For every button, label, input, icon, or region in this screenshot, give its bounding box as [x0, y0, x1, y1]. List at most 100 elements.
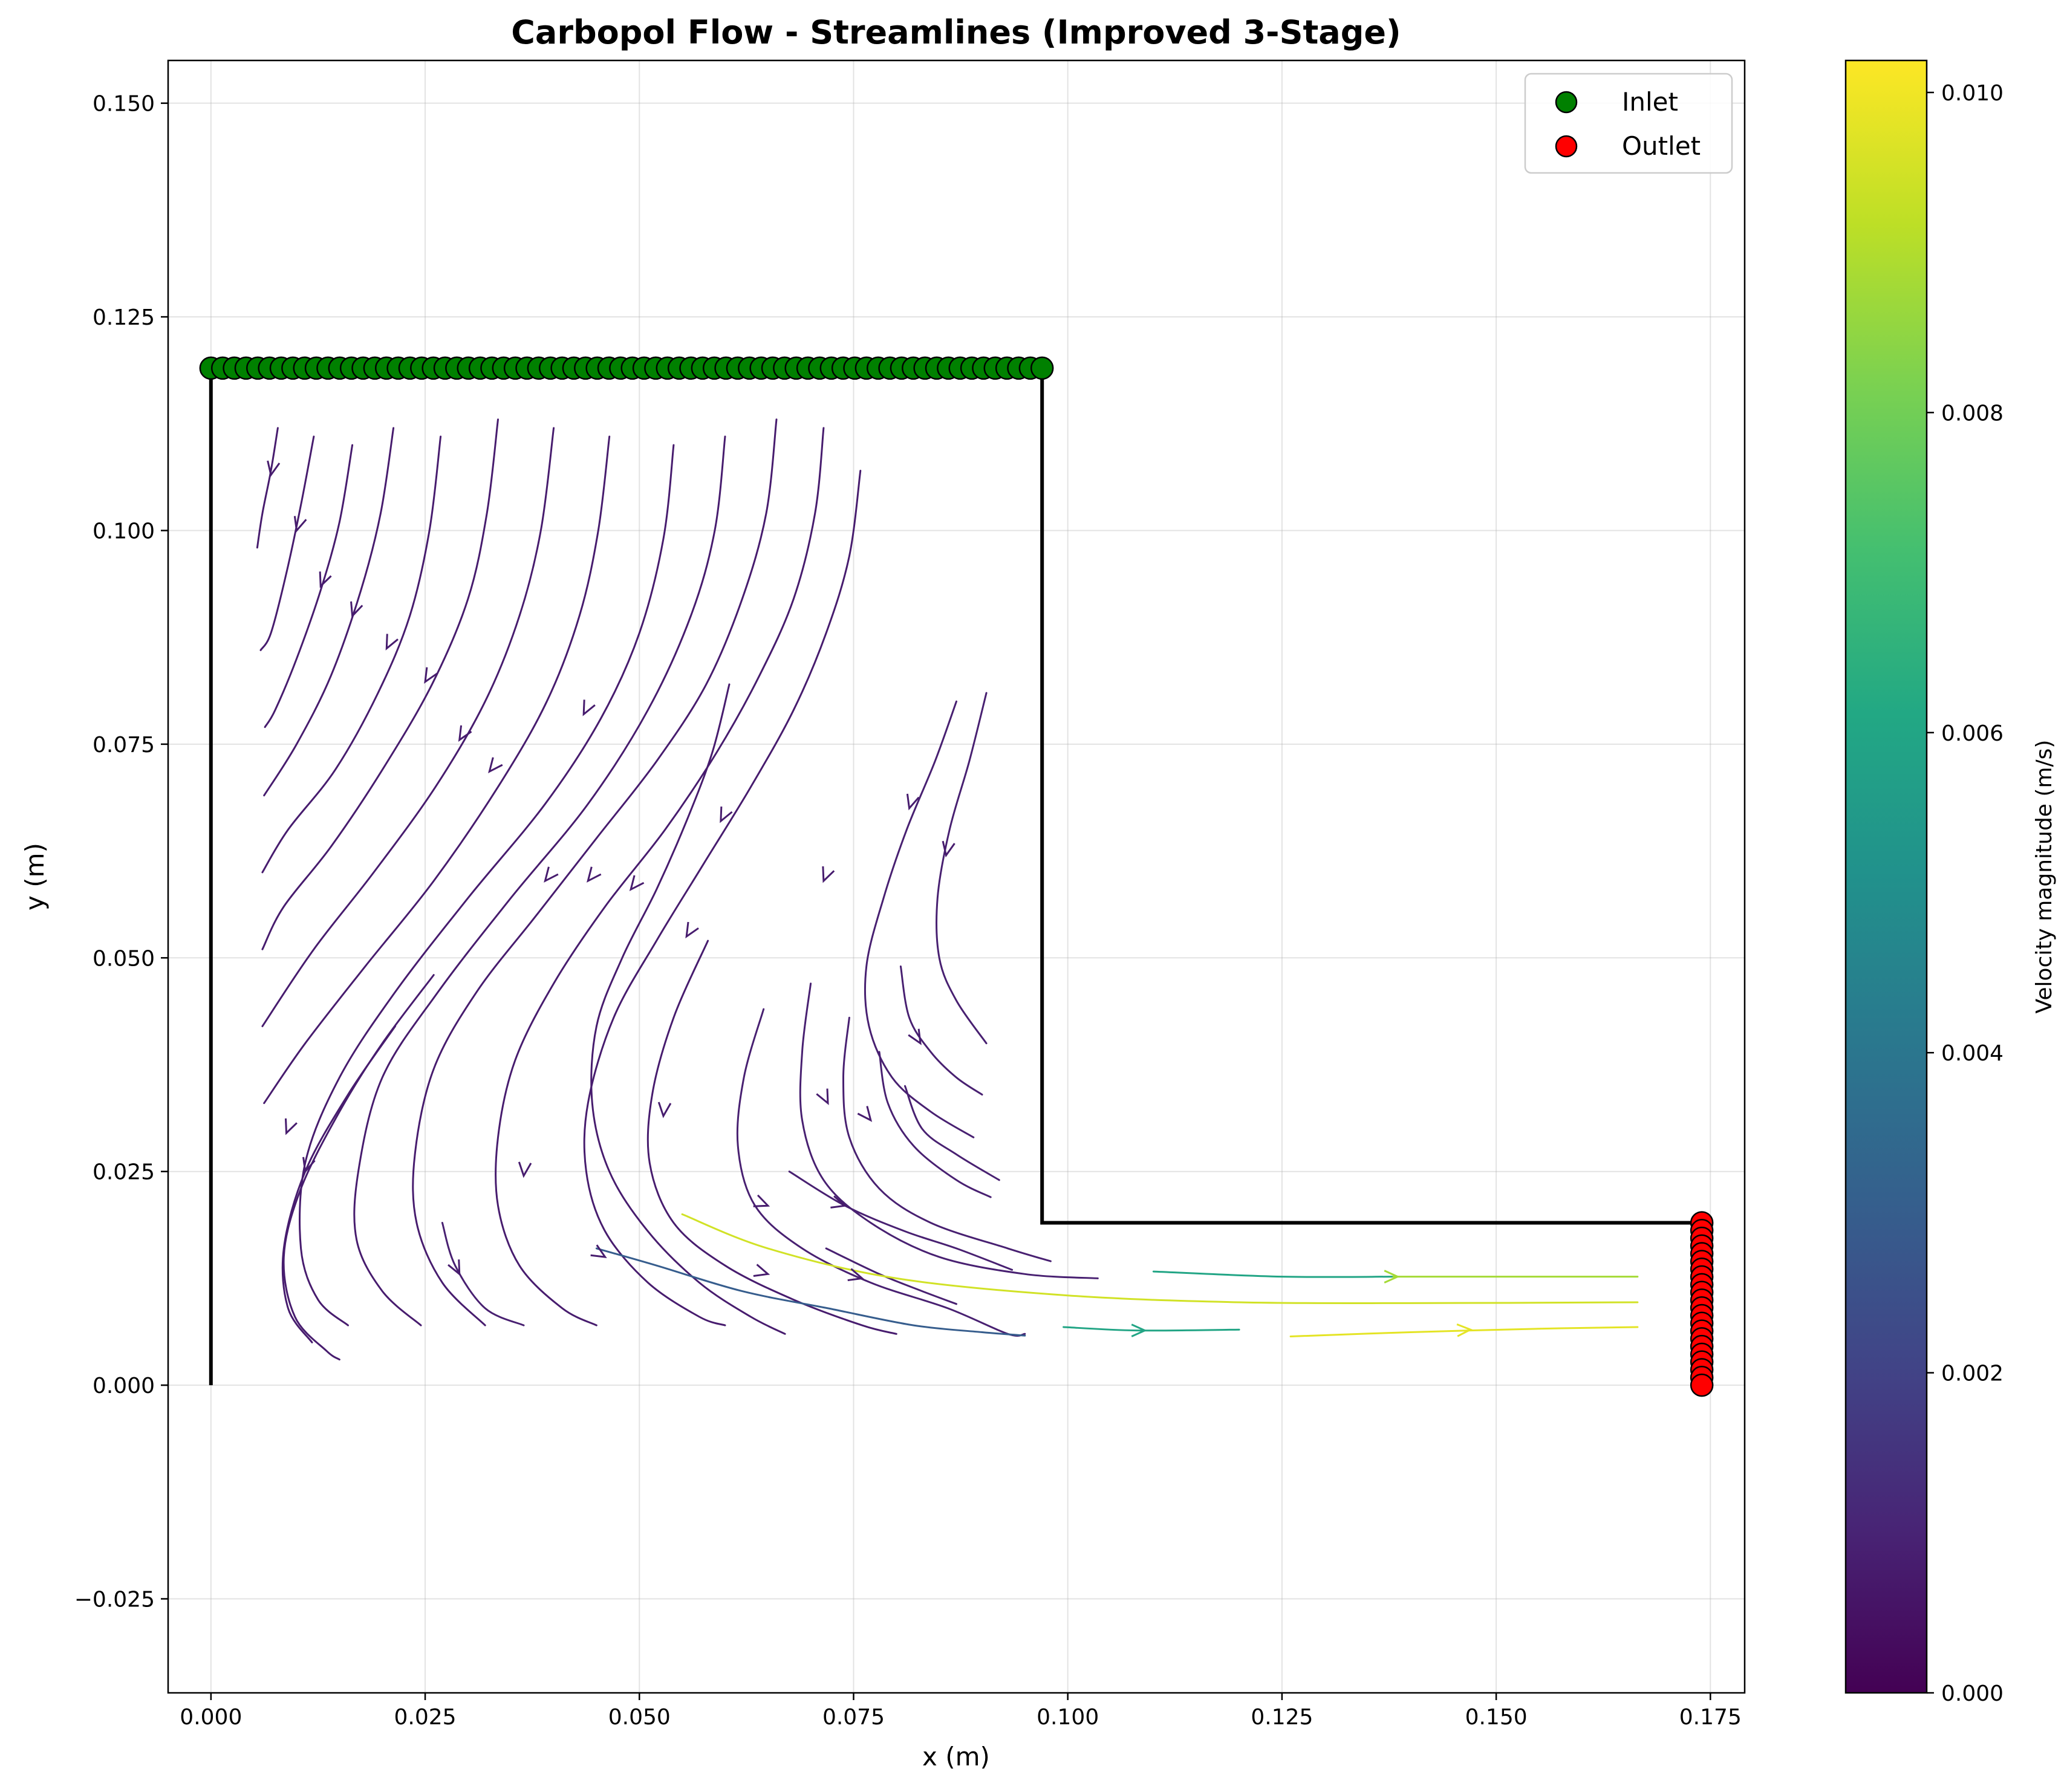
y-axis-label: y (m) — [20, 843, 50, 911]
streamline-arrow — [908, 1028, 922, 1045]
colorbar-tick-label: 0.006 — [1941, 721, 2004, 746]
streamline — [259, 435, 315, 651]
streamline-arrow — [657, 1102, 672, 1118]
streamline-arrow — [448, 1259, 461, 1276]
x-tick-label: 0.000 — [180, 1705, 242, 1730]
x-tick-label: 0.150 — [1465, 1705, 1528, 1730]
streamline-arrow — [753, 1194, 770, 1207]
y-tick-label: 0.075 — [93, 733, 155, 758]
x-tick-label: 0.175 — [1679, 1705, 1742, 1730]
streamline-arrow — [518, 1161, 532, 1178]
streamline-arrows — [267, 460, 1473, 1337]
x-ticks: 0.000 0.025 0.050 0.075 0.100 0.125 0.150 0.175 — [180, 1693, 1742, 1730]
streamline — [261, 427, 555, 1027]
streamlines — [256, 418, 1639, 1361]
streamline — [261, 435, 442, 874]
streamline-arrow — [847, 1268, 865, 1282]
streamline — [595, 1247, 1026, 1337]
colorbar-tick-label: 0.008 — [1941, 401, 2004, 426]
streamline — [441, 1222, 525, 1326]
streamline-arrow — [1131, 1323, 1147, 1337]
streamline — [864, 700, 975, 1138]
streamline — [646, 940, 897, 1335]
streamline — [681, 1213, 1639, 1305]
y-tick-label: 0.000 — [93, 1374, 155, 1398]
streamline-arrow — [830, 1195, 847, 1209]
x-tick-label: 0.050 — [608, 1705, 671, 1730]
streamline — [788, 1170, 1014, 1271]
streamline — [263, 427, 395, 797]
streamline-arrow — [586, 866, 602, 883]
x-tick-label: 0.075 — [822, 1705, 885, 1730]
colorbar-gradient — [1844, 59, 1928, 1694]
colorbar-tick-label: 0.004 — [1941, 1041, 2004, 1066]
legend-inlet-label: Inlet — [1622, 87, 1678, 117]
x-tick-label: 0.125 — [1251, 1705, 1313, 1730]
colorbar-tick-label: 0.010 — [1941, 81, 2004, 106]
streamline-arrow — [822, 866, 835, 883]
streamline-arrow — [1456, 1323, 1473, 1337]
streamline-arrow — [302, 1157, 316, 1174]
streamline — [899, 965, 983, 1096]
y-tick-label: 0.150 — [93, 92, 155, 117]
inlet-point — [1030, 356, 1054, 380]
streamline-arrow — [350, 601, 363, 618]
streamline-arrow — [1384, 1270, 1400, 1284]
y-tick-label: −0.025 — [74, 1588, 155, 1612]
x-tick-label: 0.025 — [394, 1705, 457, 1730]
streamline — [936, 692, 988, 1045]
legend: Inlet Outlet — [1524, 73, 1733, 174]
inlet-markers — [199, 356, 1054, 380]
x-tick-label: 0.100 — [1037, 1705, 1099, 1730]
y-ticks: −0.025 0.000 0.025 0.050 0.075 0.100 0.125 0.15… — [74, 92, 168, 1612]
streamline-arrow — [629, 875, 645, 892]
legend-outlet-label: Outlet — [1622, 131, 1701, 161]
streamline — [799, 982, 1099, 1279]
streamline-arrow — [590, 1244, 607, 1258]
streamline — [583, 470, 862, 1326]
outlet-point — [1690, 1373, 1714, 1397]
streamline — [736, 1008, 1026, 1337]
streamline-arrow — [458, 725, 472, 742]
colorbar: 0.000 0.002 0.004 0.006 0.008 0.010 Velocity … — [1844, 59, 2057, 1706]
legend-inlet-marker — [1555, 91, 1578, 114]
streamline — [256, 427, 279, 549]
y-tick-label: 0.100 — [93, 519, 155, 544]
streamline-arrow — [544, 866, 559, 883]
streamline-arrow — [816, 1088, 829, 1105]
streamline-arrow — [942, 840, 955, 858]
plot-frame — [167, 59, 1746, 1694]
streamline-arrow — [424, 667, 438, 684]
streamline-arrow — [857, 1106, 873, 1122]
colorbar-tick-label: 0.000 — [1941, 1681, 2004, 1706]
chart-title: Carbopol Flow - Streamlines (Improved 3-… — [511, 13, 1401, 51]
streamline — [1152, 1270, 1395, 1278]
streamline — [281, 1025, 396, 1343]
streamline — [825, 1247, 957, 1305]
legend-outlet-marker — [1555, 135, 1578, 158]
outlet-markers — [1690, 1211, 1714, 1397]
streamline-arrow — [293, 516, 307, 533]
streamline — [299, 444, 675, 1326]
y-tick-label: 0.125 — [93, 305, 155, 330]
streamline — [495, 427, 825, 1326]
streamline — [1063, 1326, 1240, 1332]
streamline — [878, 1051, 992, 1198]
streamline — [842, 1016, 1052, 1262]
colorbar-ticks: 0.000 0.002 0.004 0.006 0.008 0.010 — [1927, 81, 2004, 1706]
streamline-arrow — [753, 1264, 770, 1277]
streamline — [261, 418, 499, 950]
streamline — [590, 683, 786, 1335]
colorbar-label: Velocity magnitude (m/s) — [2032, 740, 2057, 1014]
streamline-arrow — [285, 1118, 298, 1135]
streamline — [353, 435, 726, 1326]
streamline-arrow — [385, 634, 399, 651]
streamline — [412, 418, 778, 1326]
colorbar-tick-label: 0.002 — [1941, 1362, 2004, 1386]
y-tick-label: 0.025 — [93, 1160, 155, 1185]
streamline-arrow — [685, 921, 699, 939]
streamline-arrow — [720, 806, 733, 823]
x-axis-label: x (m) — [922, 1742, 990, 1771]
streamline — [904, 1085, 1000, 1181]
streamline-arrow — [582, 700, 596, 716]
